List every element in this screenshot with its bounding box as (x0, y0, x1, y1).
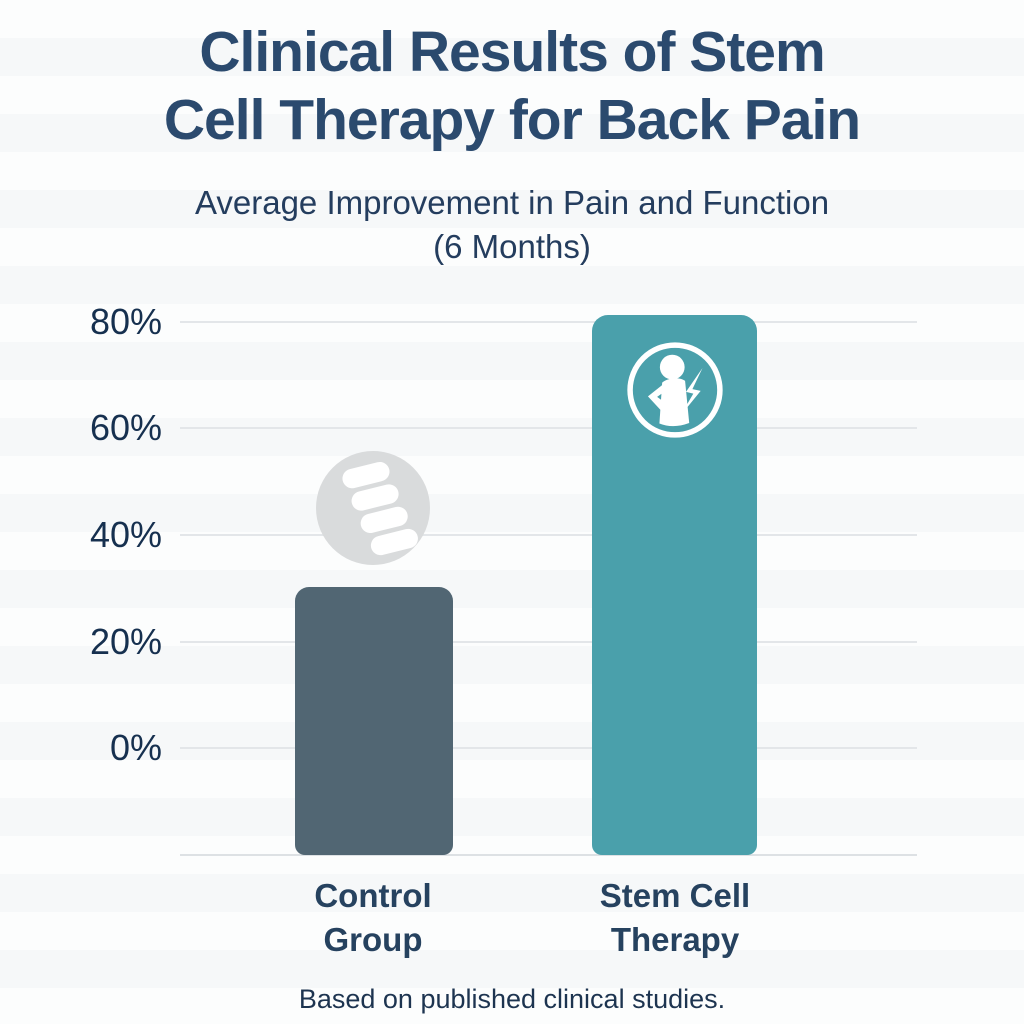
back-pain-person-icon (627, 342, 723, 438)
chart-subtitle-line1: Average Improvement in Pain and Function (194, 184, 830, 221)
control-label-line1: Control (314, 877, 432, 914)
y-axis-label-80: 80% (89, 301, 162, 342)
chart-title-line2: Cell Therapy for Back Pain (163, 88, 861, 152)
gridline-60 (180, 427, 917, 429)
x-axis-label-stem-cell-therapy: Stem Cell Therapy (555, 874, 795, 962)
gridline-80 (180, 321, 917, 323)
y-axis-label-0: 0% (109, 727, 162, 768)
gridline-0 (180, 747, 917, 749)
gridline-40 (180, 534, 917, 536)
chart-subtitle-line2: (6 Months) (433, 228, 591, 265)
chart-subtitle: Average Improvement in Pain and Function… (0, 181, 1024, 269)
y-axis-label-20: 20% (89, 621, 162, 662)
chart-title: Clinical Results of Stem Cell Therapy fo… (0, 18, 1024, 154)
gridline-20 (180, 641, 917, 643)
chart-title-line1: Clinical Results of Stem (199, 20, 825, 84)
bar-control-group (295, 587, 453, 855)
spine-icon (342, 461, 418, 556)
stem-label-line1: Stem Cell (599, 877, 751, 914)
spine-icon-circle (316, 451, 430, 565)
x-axis-baseline (180, 854, 917, 856)
y-axis-label-60: 60% (89, 407, 162, 448)
y-axis-label-40: 40% (89, 514, 162, 555)
x-axis-label-control-group: Control Group (253, 874, 493, 962)
control-label-line2: Group (323, 921, 423, 958)
stem-label-line2: Therapy (610, 921, 740, 958)
footer-note: Based on published clinical studies. (298, 984, 726, 1014)
